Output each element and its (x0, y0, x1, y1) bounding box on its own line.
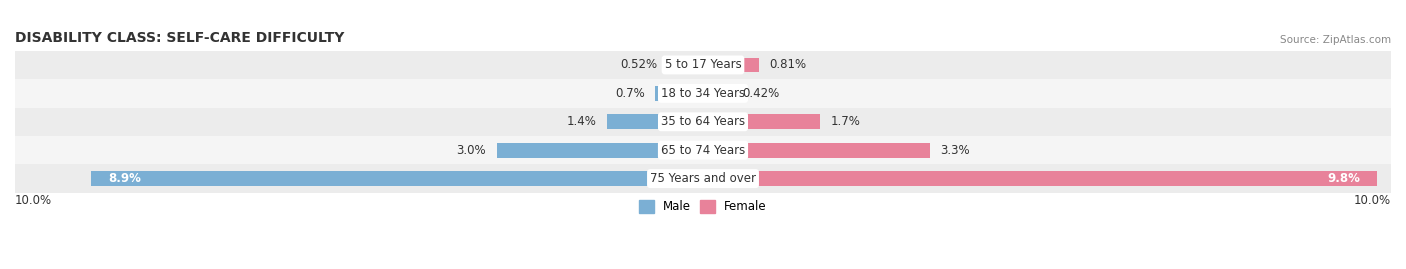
Text: 0.52%: 0.52% (620, 58, 657, 72)
Bar (15, 79, 1391, 108)
Text: 10.0%: 10.0% (15, 194, 52, 207)
Bar (15, 136, 1391, 164)
Bar (15, 108, 1391, 136)
Text: 9.8%: 9.8% (1327, 172, 1360, 185)
Text: 3.0%: 3.0% (457, 144, 486, 157)
Text: Source: ZipAtlas.com: Source: ZipAtlas.com (1279, 35, 1391, 45)
Text: 65 to 74 Years: 65 to 74 Years (661, 144, 745, 157)
Text: 0.42%: 0.42% (742, 87, 779, 100)
Bar (606, 114, 703, 129)
Bar (496, 143, 703, 158)
Bar (668, 58, 703, 72)
Text: 8.9%: 8.9% (108, 172, 141, 185)
Text: 1.4%: 1.4% (567, 115, 596, 128)
Text: DISABILITY CLASS: SELF-CARE DIFFICULTY: DISABILITY CLASS: SELF-CARE DIFFICULTY (15, 31, 344, 45)
Text: 10.0%: 10.0% (1354, 194, 1391, 207)
Bar (703, 143, 929, 158)
Bar (703, 86, 733, 101)
Bar (90, 171, 703, 186)
Legend: Male, Female: Male, Female (634, 196, 772, 218)
Text: 0.81%: 0.81% (769, 58, 806, 72)
Bar (655, 86, 703, 101)
Text: 1.7%: 1.7% (831, 115, 860, 128)
Bar (15, 164, 1391, 193)
Text: 35 to 64 Years: 35 to 64 Years (661, 115, 745, 128)
Bar (703, 58, 759, 72)
Text: 3.3%: 3.3% (941, 144, 970, 157)
Text: 5 to 17 Years: 5 to 17 Years (665, 58, 741, 72)
Bar (15, 51, 1391, 79)
Text: 18 to 34 Years: 18 to 34 Years (661, 87, 745, 100)
Bar (703, 114, 820, 129)
Text: 75 Years and over: 75 Years and over (650, 172, 756, 185)
Bar (703, 171, 1378, 186)
Text: 0.7%: 0.7% (614, 87, 644, 100)
